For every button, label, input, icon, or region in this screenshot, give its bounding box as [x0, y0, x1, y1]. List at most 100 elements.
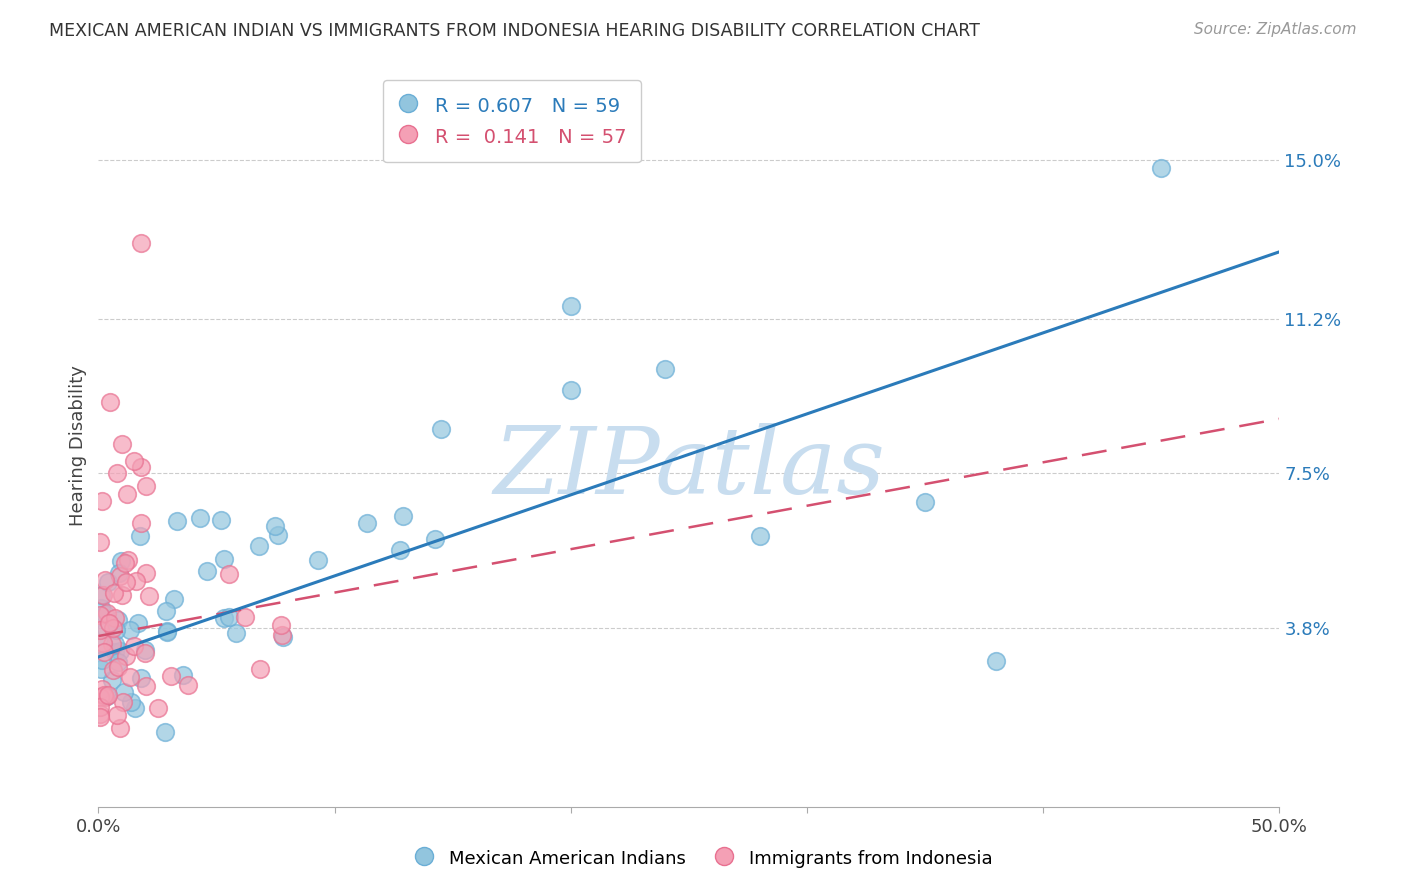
Point: [159, 669, 181, 683]
Point: [90, 600, 112, 615]
Point: [748, 529, 770, 543]
Point: [271, 630, 294, 644]
Point: [654, 361, 676, 376]
Point: [91, 653, 114, 667]
Point: [93, 644, 115, 658]
Point: [101, 663, 124, 677]
Point: [135, 679, 157, 693]
Point: [155, 624, 177, 639]
Point: [155, 604, 177, 618]
Point: [270, 627, 292, 641]
Point: [90, 662, 112, 676]
Point: [124, 701, 146, 715]
Point: [115, 487, 138, 501]
Point: [89, 710, 111, 724]
Point: [423, 532, 446, 546]
Point: [89, 624, 111, 638]
Point: [115, 649, 138, 664]
Legend: Mexican American Indians, Immigrants from Indonesia: Mexican American Indians, Immigrants fro…: [404, 838, 1002, 879]
Point: [188, 511, 211, 525]
Point: [129, 516, 152, 531]
Point: [118, 670, 141, 684]
Point: [89, 534, 111, 549]
Y-axis label: Hearing Disability: Hearing Disability: [69, 366, 87, 526]
Point: [218, 567, 240, 582]
Point: [93, 573, 115, 587]
Point: [430, 422, 453, 436]
Point: [166, 514, 188, 528]
Point: [128, 529, 150, 543]
Point: [1150, 161, 1173, 176]
Point: [560, 299, 582, 313]
Point: [101, 673, 124, 687]
Point: [100, 637, 122, 651]
Point: [218, 610, 240, 624]
Text: Source: ZipAtlas.com: Source: ZipAtlas.com: [1194, 22, 1357, 37]
Point: [131, 460, 153, 475]
Point: [93, 588, 115, 602]
Point: [138, 589, 160, 603]
Point: [107, 659, 129, 673]
Point: [120, 695, 142, 709]
Point: [356, 516, 378, 531]
Point: [93, 688, 115, 702]
Point: [247, 539, 270, 553]
Point: [103, 586, 125, 600]
Point: [225, 625, 247, 640]
Point: [156, 625, 179, 640]
Point: [108, 721, 131, 735]
Point: [984, 654, 1007, 668]
Point: [94, 622, 117, 636]
Point: [94, 607, 117, 621]
Point: [155, 725, 177, 739]
Point: [107, 613, 129, 627]
Point: [111, 437, 134, 451]
Point: [124, 574, 146, 589]
Point: [110, 643, 132, 657]
Point: [108, 569, 131, 583]
Point: [112, 695, 135, 709]
Point: [89, 699, 111, 714]
Point: [108, 566, 131, 580]
Point: [89, 690, 111, 705]
Legend: R = 0.607   N = 59, R =  0.141   N = 57: R = 0.607 N = 59, R = 0.141 N = 57: [382, 80, 641, 162]
Point: [389, 542, 412, 557]
Point: [233, 610, 256, 624]
Point: [560, 383, 582, 397]
Point: [97, 615, 120, 630]
Point: [146, 701, 169, 715]
Point: [135, 478, 157, 492]
Point: [105, 466, 128, 480]
Point: [98, 395, 121, 409]
Point: [104, 637, 127, 651]
Point: [249, 662, 271, 676]
Point: [118, 623, 141, 637]
Point: [134, 647, 156, 661]
Point: [122, 453, 145, 467]
Point: [209, 513, 232, 527]
Point: [91, 682, 114, 697]
Point: [172, 667, 194, 681]
Point: [97, 688, 120, 702]
Point: [264, 519, 287, 533]
Point: [135, 566, 157, 580]
Point: [195, 564, 218, 578]
Point: [127, 615, 149, 630]
Point: [89, 707, 111, 722]
Point: [105, 623, 128, 637]
Point: [101, 621, 124, 635]
Point: [270, 618, 292, 632]
Point: [90, 638, 112, 652]
Point: [96, 690, 118, 704]
Point: [90, 588, 112, 602]
Point: [115, 574, 138, 589]
Point: [307, 553, 329, 567]
Point: [212, 552, 235, 566]
Point: [129, 236, 152, 251]
Point: [105, 707, 128, 722]
Point: [103, 611, 125, 625]
Point: [134, 643, 156, 657]
Text: MEXICAN AMERICAN INDIAN VS IMMIGRANTS FROM INDONESIA HEARING DISABILITY CORRELAT: MEXICAN AMERICAN INDIAN VS IMMIGRANTS FR…: [49, 22, 980, 40]
Point: [114, 556, 136, 570]
Point: [131, 671, 153, 685]
